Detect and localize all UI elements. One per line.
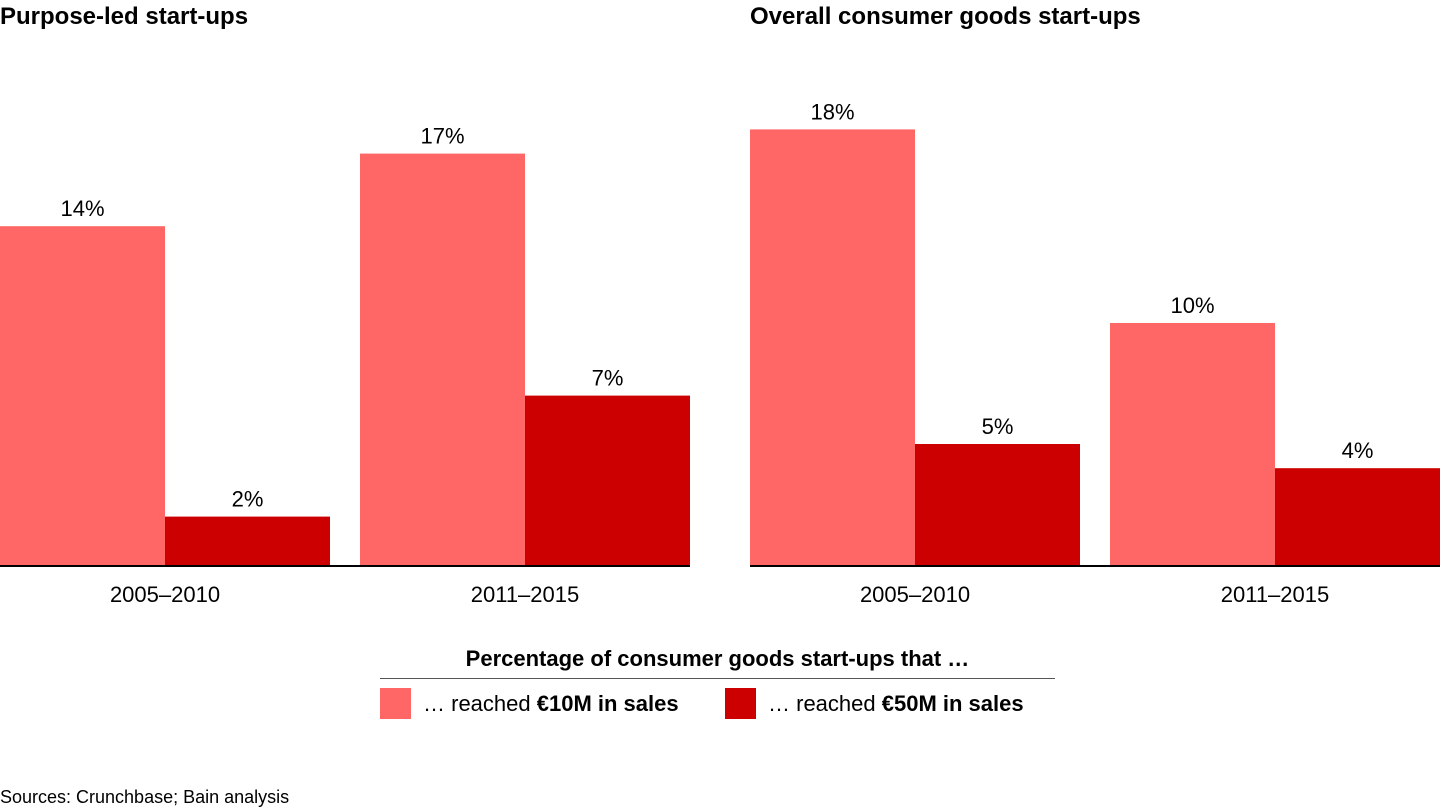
bar-chart0-cat1-series0: [360, 153, 525, 565]
legend-item-10m: … reached €10M in sales: [380, 688, 679, 719]
category-label-chart1-cat1: 2011–2015: [1221, 582, 1330, 607]
bar-chart1-cat1-series0: [1110, 323, 1275, 565]
data-label-chart1-cat0-series0: 18%: [810, 99, 854, 124]
category-label-chart0-cat0: 2005–2010: [110, 582, 220, 607]
legend-divider: [380, 678, 1055, 679]
legend-item-50m: … reached €50M in sales: [725, 688, 1024, 719]
legend-title: Percentage of consumer goods start-ups t…: [465, 646, 970, 671]
bar-chart0-cat1-series1: [525, 395, 690, 565]
data-label-chart0-cat0-series1: 2%: [232, 487, 264, 512]
panel-title-overall: Overall consumer goods start-ups: [750, 3, 1141, 30]
data-label-chart1-cat1-series0: 10%: [1170, 293, 1214, 318]
category-label-chart0-cat1: 2011–2015: [471, 582, 580, 607]
legend-swatch-10m: [380, 688, 411, 719]
legend-label-50m: … reached €50M in sales: [768, 690, 1024, 716]
data-label-chart1-cat1-series1: 4%: [1342, 438, 1374, 463]
bar-chart1-cat1-series1: [1275, 468, 1440, 565]
data-label-chart0-cat1-series0: 17%: [420, 124, 464, 149]
bar-chart1-cat0-series1: [915, 444, 1080, 565]
bar-charts: 14% 2% 2005–2010 17% 7% 2011–2015 18% 5% 2005–20…: [0, 99, 1440, 607]
category-label-chart1-cat0: 2005–2010: [860, 582, 970, 607]
bar-chart0-cat0-series0: [0, 226, 165, 565]
legend-label-10m: … reached €10M in sales: [423, 690, 679, 716]
panel-title-purpose-led: Purpose-led start-ups: [0, 3, 249, 30]
bar-chart1-cat0-series0: [750, 129, 915, 565]
data-label-chart1-cat0-series1: 5%: [982, 414, 1014, 439]
data-label-chart0-cat0-series0: 14%: [60, 196, 104, 221]
legend-swatch-50m: [725, 688, 756, 719]
data-label-chart0-cat1-series1: 7%: [592, 366, 624, 391]
source-note: Sources: Crunchbase; Bain analysis: [0, 787, 290, 807]
bar-chart0-cat0-series1: [165, 516, 330, 565]
